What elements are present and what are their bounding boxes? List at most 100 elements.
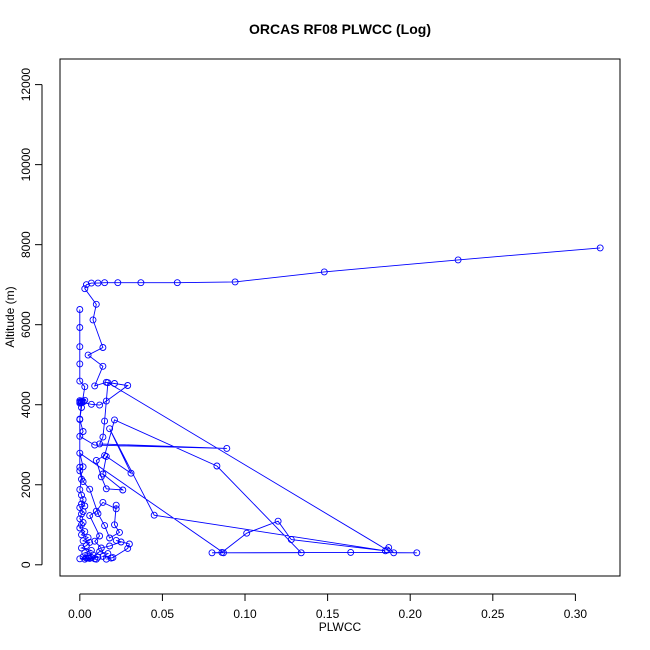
y-axis-label: Altitude (m) — [3, 286, 17, 347]
data-point — [297, 549, 305, 557]
y-tick-label: 10000 — [19, 148, 33, 182]
data-point — [96, 532, 104, 540]
data-point — [96, 548, 104, 556]
data-point — [79, 537, 87, 545]
data-point — [381, 547, 389, 555]
data-point — [114, 279, 122, 287]
data-point — [91, 441, 99, 449]
data-point — [390, 549, 398, 557]
data-point — [84, 534, 92, 542]
data-point — [76, 399, 84, 407]
data-point — [274, 517, 282, 525]
x-tick-label: 0.10 — [233, 607, 257, 621]
data-point — [78, 521, 85, 529]
data-point — [87, 279, 95, 287]
x-tick-label: 0.30 — [564, 607, 588, 621]
data-point — [89, 316, 97, 324]
y-tick-label: 4000 — [19, 391, 33, 418]
data-point — [125, 540, 133, 548]
data-point — [91, 537, 99, 545]
series-layer — [76, 244, 604, 563]
data-point — [111, 521, 118, 529]
data-point — [97, 473, 105, 481]
data-point — [101, 452, 109, 460]
data-point — [101, 522, 109, 530]
data-point — [76, 306, 84, 313]
data-point — [102, 397, 110, 405]
data-point — [79, 478, 87, 486]
data-point — [92, 300, 100, 308]
data-point — [76, 524, 84, 532]
data-point — [231, 278, 239, 286]
data-point — [111, 416, 118, 424]
data-point — [81, 555, 89, 563]
data-point — [99, 433, 107, 441]
data-point — [78, 544, 85, 552]
y-tick-label: 0 — [19, 561, 33, 568]
data-point — [97, 544, 105, 552]
data-point — [79, 496, 87, 504]
data-point — [117, 538, 125, 546]
data-point — [99, 344, 107, 351]
data-point — [82, 554, 90, 562]
data-point — [208, 549, 216, 557]
x-tick-label: 0.25 — [481, 607, 505, 621]
data-point — [79, 428, 87, 435]
data-point — [87, 546, 95, 554]
data-point — [101, 279, 109, 287]
data-point — [454, 256, 462, 264]
data-point — [76, 343, 84, 351]
data-point — [127, 469, 135, 477]
data-point — [92, 456, 100, 464]
data-point — [76, 467, 84, 475]
y-tick-label: 2000 — [19, 471, 33, 498]
data-point — [287, 536, 295, 544]
x-tick-label: 0.05 — [151, 607, 175, 621]
data-point — [94, 510, 102, 518]
data-point — [173, 279, 181, 287]
data-point — [94, 279, 102, 287]
data-point — [99, 362, 107, 370]
data-point — [124, 382, 132, 389]
data-point — [92, 555, 100, 563]
data-point — [101, 417, 109, 425]
x-tick-label: 0.00 — [68, 607, 92, 621]
data-point — [119, 486, 127, 494]
y-tick-label: 12000 — [19, 68, 33, 102]
data-point — [102, 555, 110, 563]
data-point — [106, 542, 114, 550]
data-point — [137, 279, 145, 287]
data-point — [223, 444, 231, 452]
data-point — [84, 351, 92, 359]
data-point — [78, 404, 85, 411]
data-point — [76, 463, 84, 471]
data-point — [86, 512, 94, 520]
data-point — [150, 511, 158, 519]
data-point — [87, 400, 95, 408]
data-point — [78, 510, 85, 518]
data-point — [76, 324, 84, 331]
data-point — [102, 485, 110, 493]
data-point — [347, 548, 355, 556]
y-axis: 0 2000 4000 6000 8000 10000 12000 — [19, 68, 43, 568]
x-tick-label: 0.20 — [399, 607, 423, 621]
plot-frame — [59, 58, 621, 577]
data-point — [213, 462, 221, 470]
x-tick-label: 0.15 — [316, 607, 340, 621]
data-point — [106, 534, 114, 542]
data-point — [76, 360, 84, 368]
data-point — [413, 549, 421, 557]
data-point — [91, 382, 99, 390]
data-point — [76, 555, 84, 563]
chart-title: ORCAS RF08 PLWCC (Log) — [249, 21, 431, 37]
data-point — [320, 268, 328, 276]
data-point — [96, 440, 104, 448]
data-point — [76, 377, 84, 385]
x-axis: 0.00 0.05 0.10 0.15 0.20 0.25 0.30 — [68, 593, 588, 621]
data-point — [99, 498, 107, 506]
data-point — [112, 505, 120, 513]
data-point — [86, 485, 94, 493]
data-point — [76, 449, 84, 457]
y-tick-label: 6000 — [19, 311, 33, 338]
data-point — [78, 491, 85, 499]
